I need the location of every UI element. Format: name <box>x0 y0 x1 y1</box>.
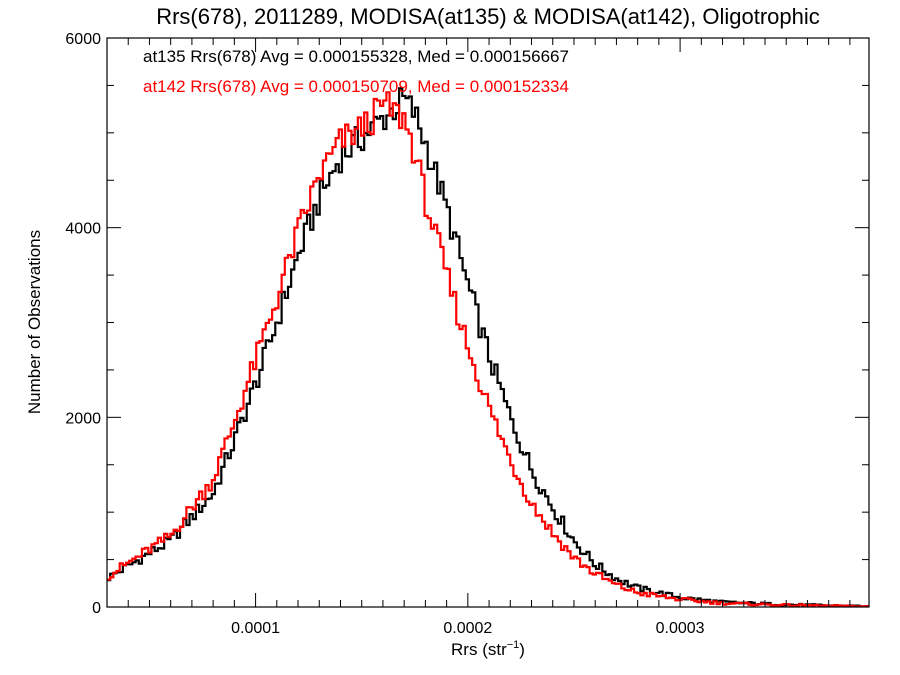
y-tick-label: 6000 <box>65 31 101 48</box>
annotation-at135: at135 Rrs(678) Avg = 0.000155328, Med = … <box>143 47 569 66</box>
histogram-series-at135 <box>107 87 869 607</box>
y-tick-label: 2000 <box>65 410 101 427</box>
plot-frame <box>106 37 870 608</box>
x-axis-label-sup: −1 <box>507 639 520 651</box>
y-tick-label: 0 <box>92 600 101 617</box>
chart-title: Rrs(678), 2011289, MODISA(at135) & MODIS… <box>156 4 820 29</box>
x-axis-label-base: Rrs (str <box>451 640 507 659</box>
axis-ticks: 0 2000 4000 6000 0.0001 0.0002 0.0003 <box>65 31 869 637</box>
x-axis-label: Rrs (str−1) <box>451 639 525 659</box>
histogram-series-at142 <box>107 91 869 607</box>
annotation-at142: at142 Rrs(678) Avg = 0.000150709, Med = … <box>143 77 569 96</box>
x-axis-label-close: ) <box>519 640 525 659</box>
series-layer <box>107 87 869 607</box>
x-tick-label: 0.0001 <box>231 620 280 637</box>
y-axis-label: Number of Observations <box>25 230 44 414</box>
x-tick-label: 0.0002 <box>443 620 492 637</box>
x-tick-label: 0.0003 <box>656 620 705 637</box>
y-tick-label: 4000 <box>65 221 101 238</box>
